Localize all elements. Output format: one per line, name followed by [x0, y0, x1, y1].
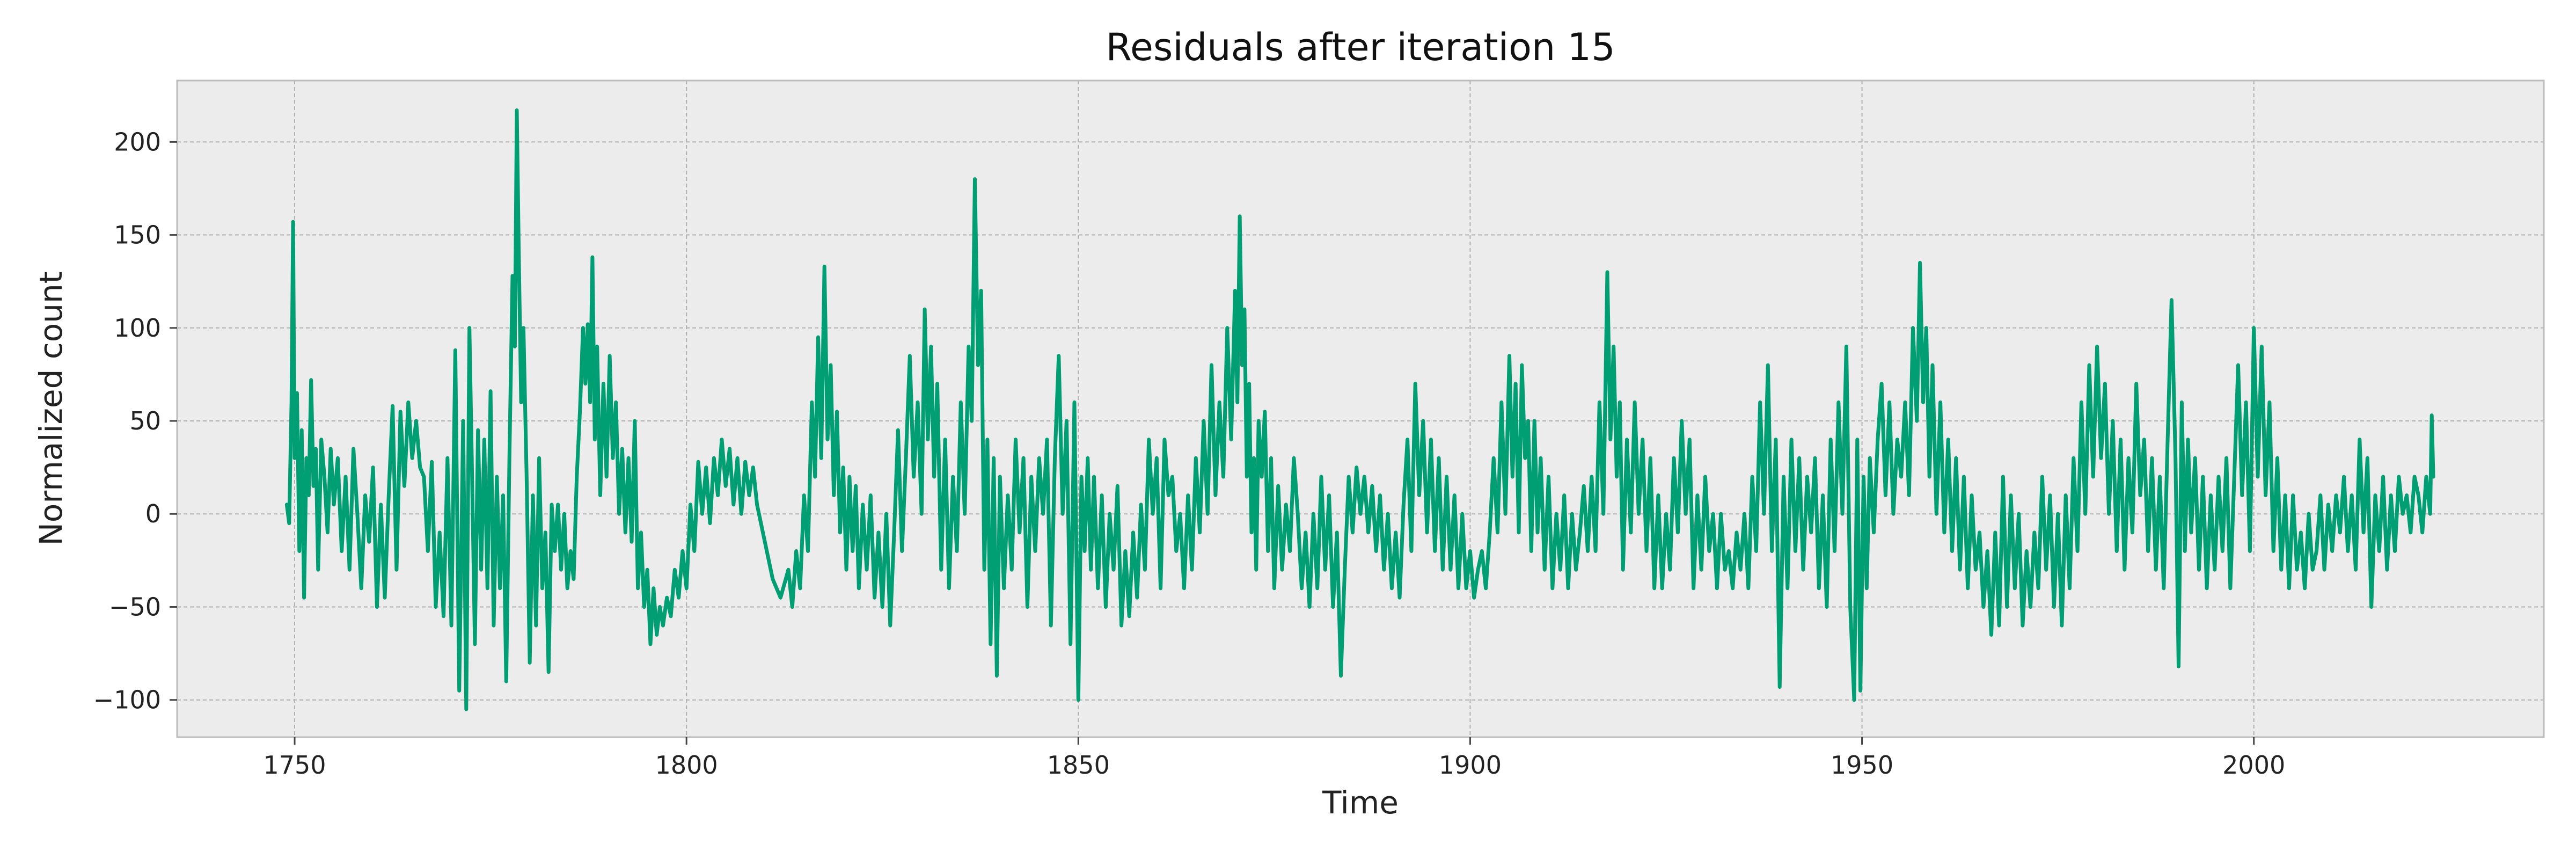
y-tick-label: 200 — [114, 127, 161, 156]
x-axis-ticks: 1750 1800 1850 1900 1950 2000 — [264, 737, 2285, 780]
grid-lines — [177, 81, 2544, 737]
x-axis-label: Time — [1322, 784, 1399, 821]
x-tick-label: 1800 — [655, 751, 718, 780]
x-tick-label: 1850 — [1047, 751, 1110, 780]
x-tick-label: 1950 — [1831, 751, 1893, 780]
y-tick-label: 0 — [145, 499, 161, 528]
series-line — [284, 108, 2435, 711]
plot-frame — [176, 79, 2545, 738]
y-tick-label: 50 — [129, 406, 161, 435]
y-axis-ticks: −100 −50 0 50 100 150 200 — [93, 127, 177, 715]
data-series — [284, 108, 2435, 711]
plot-area — [177, 81, 2544, 737]
y-tick-label: 150 — [114, 221, 161, 250]
x-tick-label: 2000 — [2222, 751, 2285, 780]
y-tick-label: −50 — [109, 592, 161, 621]
chart-title: Residuals after iteration 15 — [1106, 25, 1615, 69]
x-tick-label: 1750 — [264, 751, 326, 780]
y-tick-label: 100 — [114, 314, 161, 343]
y-axis-label: Normalized count — [33, 272, 69, 546]
y-tick-label: −100 — [93, 686, 161, 715]
x-tick-label: 1900 — [1439, 751, 1502, 780]
